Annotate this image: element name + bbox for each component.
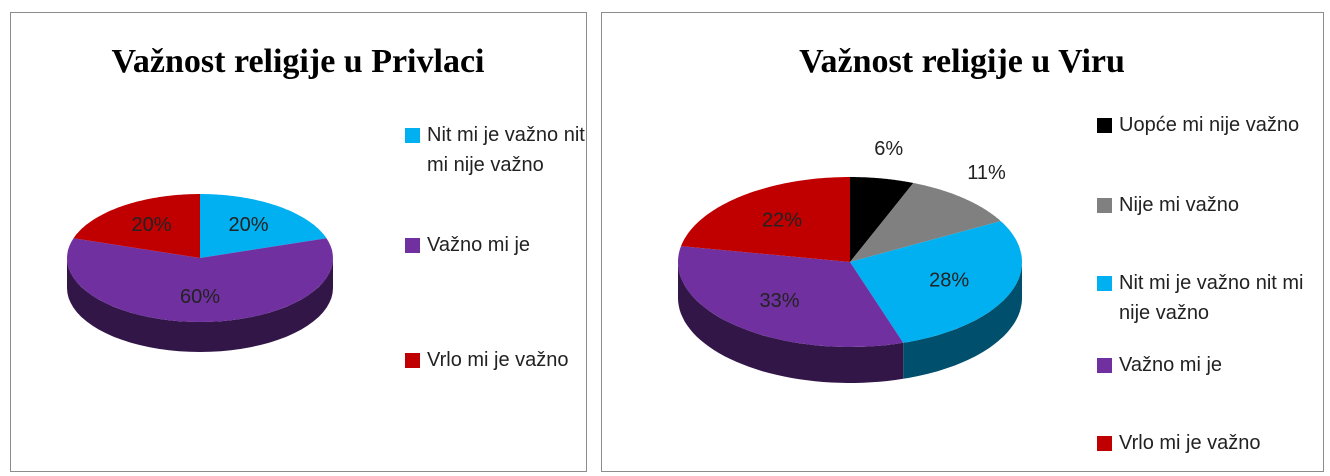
legend-entry: Vrlo mi je važno (1097, 428, 1330, 458)
legend-entry: Nit mi je važno nit mi nije važno (1097, 268, 1330, 328)
legend-label: Nit mi je važno nit mi nije važno (1119, 272, 1304, 324)
legend-label: Važno mi je (1119, 354, 1223, 376)
legend-swatch (1097, 358, 1112, 373)
legend-label: Važno mi je (427, 234, 531, 256)
legend-swatch (405, 353, 420, 368)
legend-entry: Važno mi je (405, 230, 597, 260)
data-labels: 6% 11% 28% 33% 22% (759, 138, 1006, 312)
chart-title: Važnost religije u Privlaci (111, 43, 484, 80)
pie-tops (678, 177, 1022, 347)
slice (200, 194, 327, 258)
legend-swatch (405, 128, 420, 143)
slice-side (903, 262, 1022, 379)
legend-entry: Vrlo mi je važno (405, 345, 597, 375)
legend-swatch (1097, 436, 1112, 451)
legend-entry: Važno mi je (1097, 350, 1330, 380)
data-labels: 20% 60% 20% (132, 214, 269, 308)
pie-tops (67, 194, 333, 322)
slice-side (67, 258, 333, 352)
data-label: 60% (180, 286, 220, 308)
pie-sides (67, 258, 333, 352)
chart-frame (601, 12, 1324, 472)
legend-label: Uopće mi nije važno (1119, 114, 1300, 136)
data-label: 6% (874, 138, 903, 160)
legend-entry: Nije mi važno (1097, 190, 1330, 220)
legend-label: Nije mi važno (1119, 194, 1240, 216)
slice (67, 238, 333, 322)
data-label: 20% (132, 214, 172, 236)
data-label: 20% (228, 214, 268, 236)
slice (850, 183, 1001, 262)
slice (850, 177, 914, 262)
slice (73, 194, 200, 258)
legend-label: Vrlo mi je važno (427, 349, 569, 371)
legend-label: Vrlo mi je važno (1119, 432, 1261, 454)
legend-swatch (1097, 118, 1112, 133)
data-label: 11% (967, 162, 1006, 184)
data-label: 33% (759, 290, 799, 312)
chart-frame (10, 12, 587, 472)
legend-swatch (405, 238, 420, 253)
legend-entry: Uopće mi nije važno (1097, 110, 1330, 140)
pie-sides (678, 262, 1022, 383)
data-label: 28% (929, 270, 969, 292)
data-label: 22% (762, 210, 802, 232)
legend-label: Nit mi je važno nit mi nije važno (427, 124, 585, 176)
slice-side (678, 262, 904, 383)
legend-entry: Nit mi je važno nit mi nije važno (405, 120, 597, 180)
legend-swatch (1097, 198, 1112, 213)
slice (681, 177, 850, 262)
legend-swatch (1097, 276, 1112, 291)
slice (678, 246, 904, 347)
slice (850, 221, 1022, 343)
chart-title: Važnost religije u Viru (799, 43, 1125, 80)
